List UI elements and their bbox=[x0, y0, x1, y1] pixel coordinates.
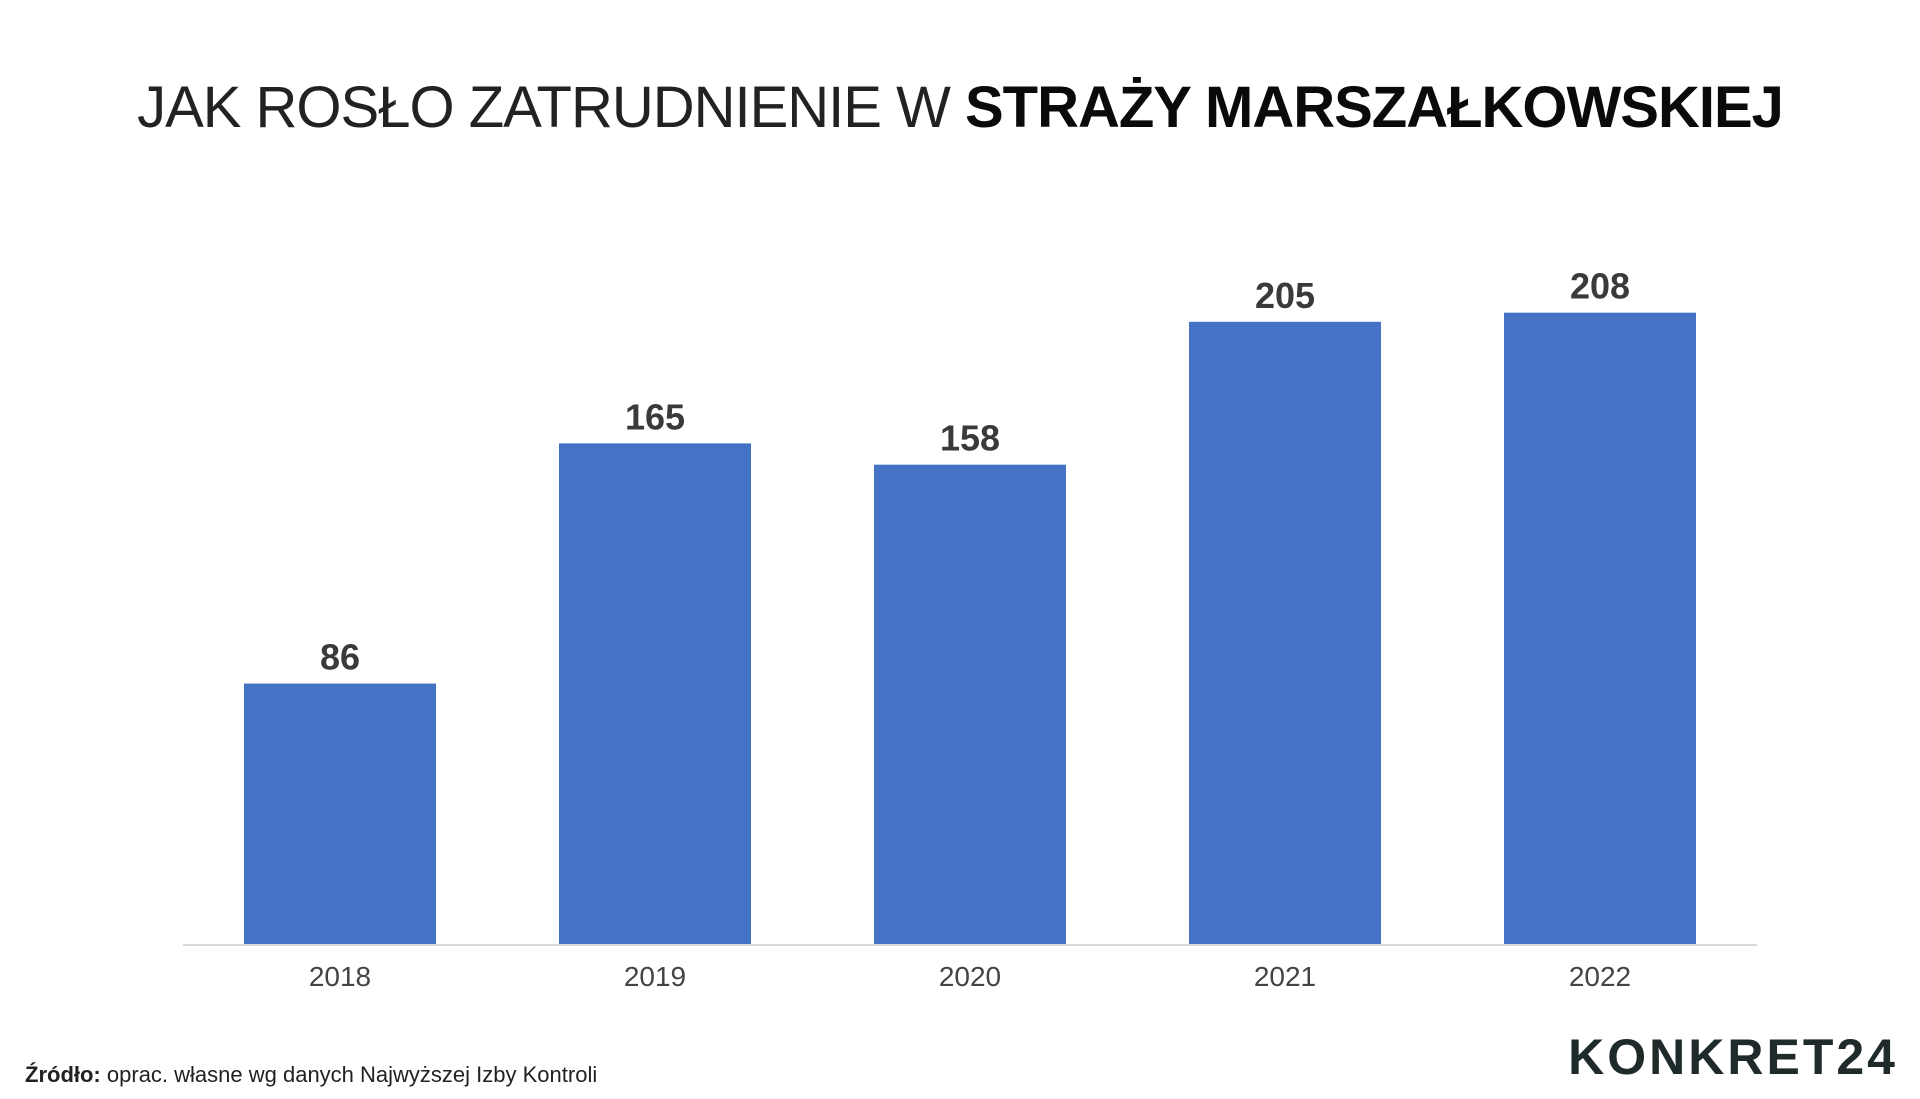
data-label-2019: 165 bbox=[625, 396, 685, 437]
bars-group bbox=[244, 312, 1696, 945]
bar-2021 bbox=[1189, 321, 1381, 945]
data-label-2022: 208 bbox=[1570, 266, 1630, 307]
x-tick-label-2022: 2022 bbox=[1569, 961, 1631, 992]
source-text: oprac. własne wg danych Najwyższej Izby … bbox=[106, 1062, 598, 1087]
x-tick-label-2021: 2021 bbox=[1254, 961, 1316, 992]
source-note: Źródło: oprac. własne wg danych Najwyższ… bbox=[25, 1062, 597, 1088]
chart-title-bold: STRAŻY MARSZAŁKOWSKIEJ bbox=[964, 75, 1784, 140]
x-tick-label-2020: 2020 bbox=[939, 961, 1001, 992]
source-label: Źródło: bbox=[25, 1062, 101, 1087]
chart-title: JAK ROSŁO ZATRUDNIENIE W STRAŻY MARSZAŁK… bbox=[0, 68, 1920, 148]
brand-logo: KONKRET24 bbox=[1568, 1029, 1898, 1085]
bar-2018 bbox=[244, 683, 436, 945]
bar-2020 bbox=[874, 464, 1066, 945]
data-label-2020: 158 bbox=[940, 418, 1000, 459]
x-axis-ticks-group: 2018 2019 2020 2021 2022 bbox=[309, 961, 1631, 992]
x-tick-label-2019: 2019 bbox=[624, 961, 686, 992]
bar-2019 bbox=[559, 443, 751, 945]
data-label-2018: 86 bbox=[320, 637, 360, 678]
bar-2022 bbox=[1504, 312, 1696, 945]
data-labels-group: 86 165 158 205 208 bbox=[320, 266, 1630, 678]
x-tick-label-2018: 2018 bbox=[309, 961, 371, 992]
chart-title-light: JAK ROSŁO ZATRUDNIENIE W bbox=[137, 75, 951, 140]
data-label-2021: 205 bbox=[1255, 275, 1315, 316]
